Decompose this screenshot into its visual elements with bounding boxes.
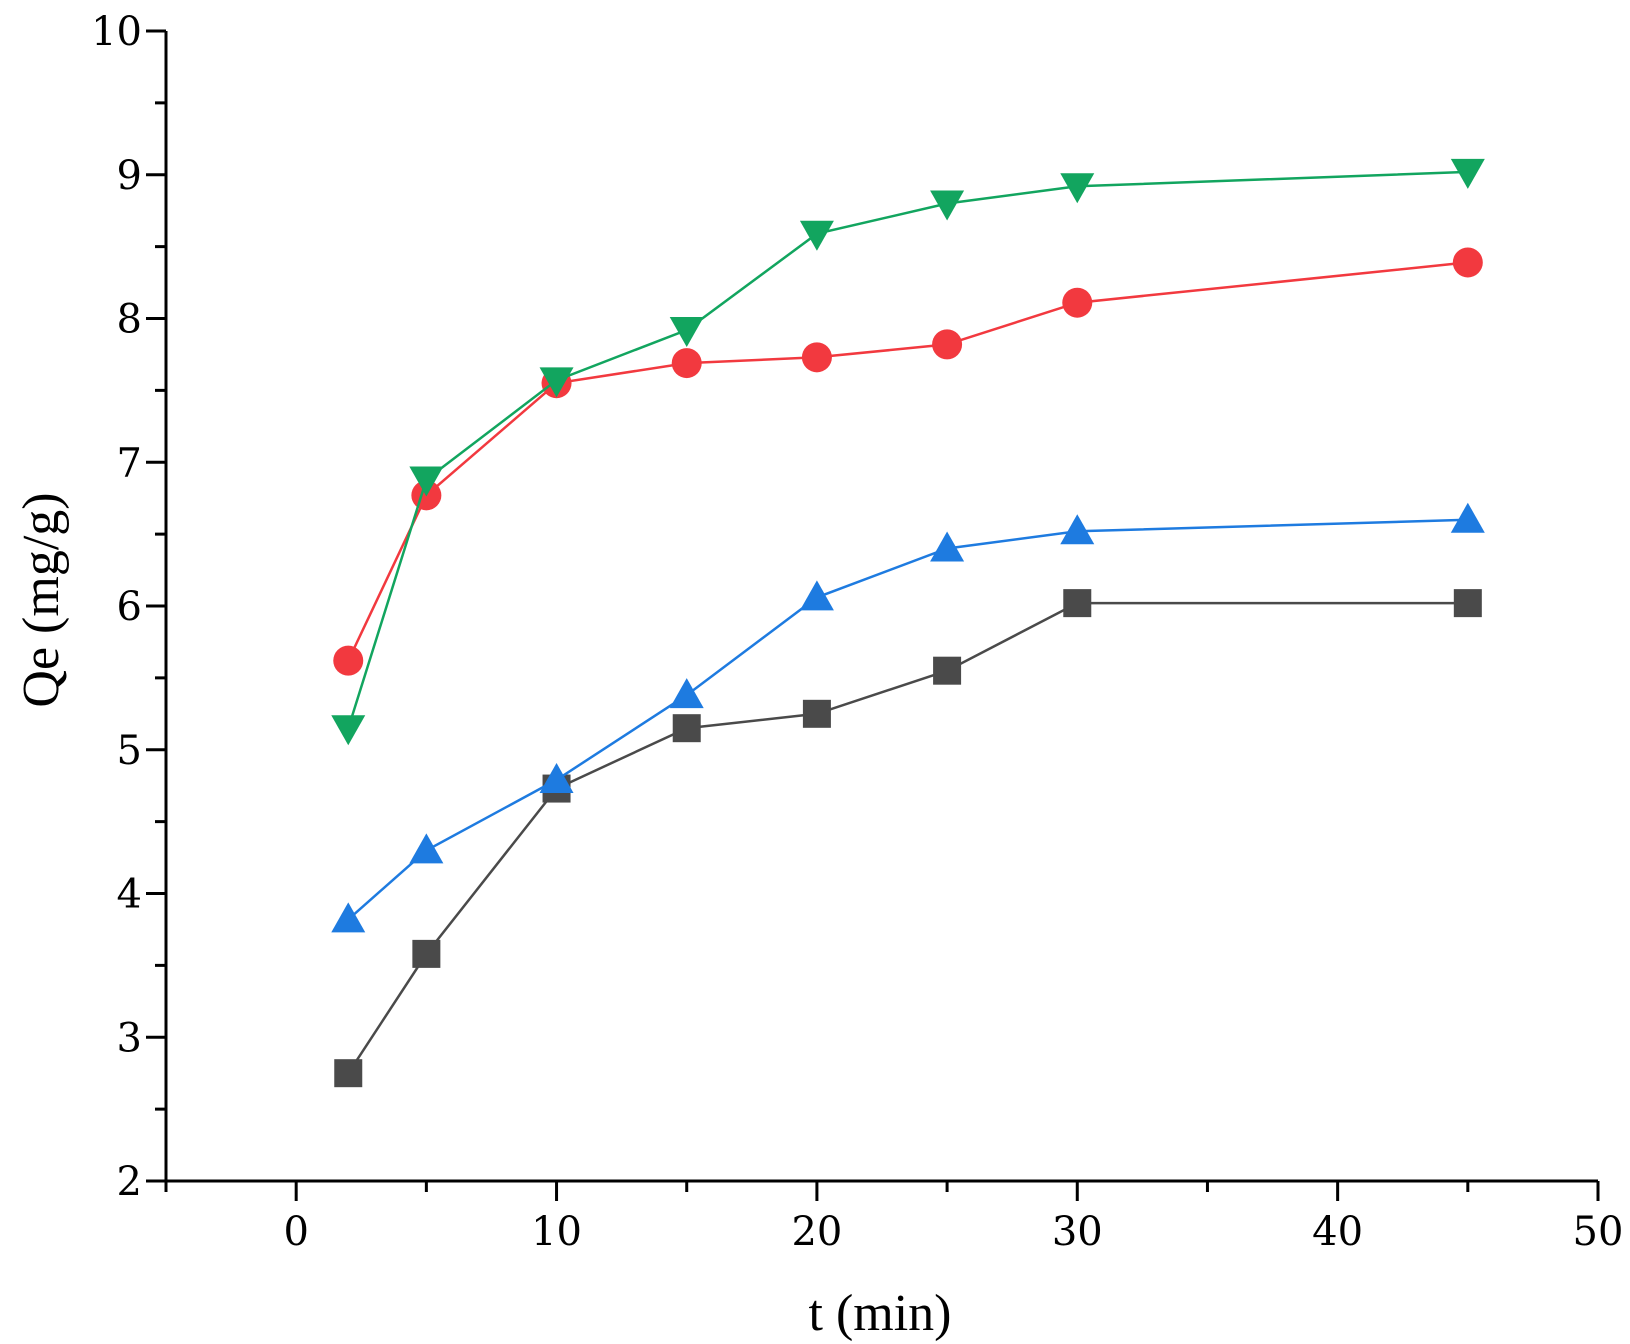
square-marker [672,714,701,743]
triangle-down-marker [1060,173,1095,204]
x-tick-label: 50 [1573,1209,1624,1255]
y-tick-label: 10 [91,9,142,55]
triangle-down-marker [930,190,965,221]
square-marker [334,1059,363,1088]
triangle-down-marker [409,466,444,497]
circle-marker [1062,287,1093,318]
series-triangle-down-line [347,170,1468,729]
x-tick-label: 40 [1312,1209,1363,1255]
x-tick-label: 30 [1052,1209,1103,1255]
series-circle-line [347,261,1468,662]
series-triangle-up-line [347,518,1468,921]
y-tick-label: 2 [117,1159,142,1205]
series-circle [333,247,1483,676]
triangle-up-marker [930,531,965,562]
square-marker [933,656,962,685]
circle-marker [932,329,963,360]
square-marker [802,699,831,728]
series-square [334,589,1482,1088]
y-tick-label: 8 [117,297,142,343]
x-axis-title: t (min) [809,1285,952,1342]
y-tick-label: 7 [117,440,142,486]
y-tick-label: 3 [117,1015,142,1061]
x-tick-label: 0 [283,1209,308,1255]
triangle-down-marker [331,715,366,746]
triangle-up-marker [669,678,704,709]
y-tick-label: 6 [117,584,142,630]
triangle-up-marker [1060,514,1095,545]
triangle-down-marker [799,220,834,251]
circle-marker [1452,247,1483,278]
circle-marker [671,348,702,379]
square-marker [412,939,441,968]
series-triangle-up [331,502,1485,933]
square-marker [1063,589,1092,618]
y-tick-label: 4 [117,872,142,918]
triangle-down-marker [669,317,704,347]
triangle-up-marker [1450,502,1485,533]
triangle-up-marker [409,833,444,864]
series-triangle-down [331,158,1485,746]
series-layer [331,158,1485,1088]
triangle-up-marker [539,762,574,793]
circle-marker [333,645,364,676]
y-axis-title: Qe (mg/g) [13,492,70,707]
x-tick-label: 20 [791,1209,842,1255]
triangle-up-marker [331,902,366,933]
square-marker [1453,589,1482,618]
series-square-line [347,601,1468,1074]
triangle-up-marker [799,580,834,611]
y-tick-label: 5 [117,728,142,774]
circle-marker [801,342,832,373]
x-tick-label: 10 [531,1209,582,1255]
triangle-down-marker [539,367,574,398]
y-tick-label: 9 [117,153,142,199]
axes: 0 10 20 30 40 50 2 3 4 5 6 7 8 9 10 [91,9,1623,1255]
triangle-down-marker [1450,158,1485,189]
